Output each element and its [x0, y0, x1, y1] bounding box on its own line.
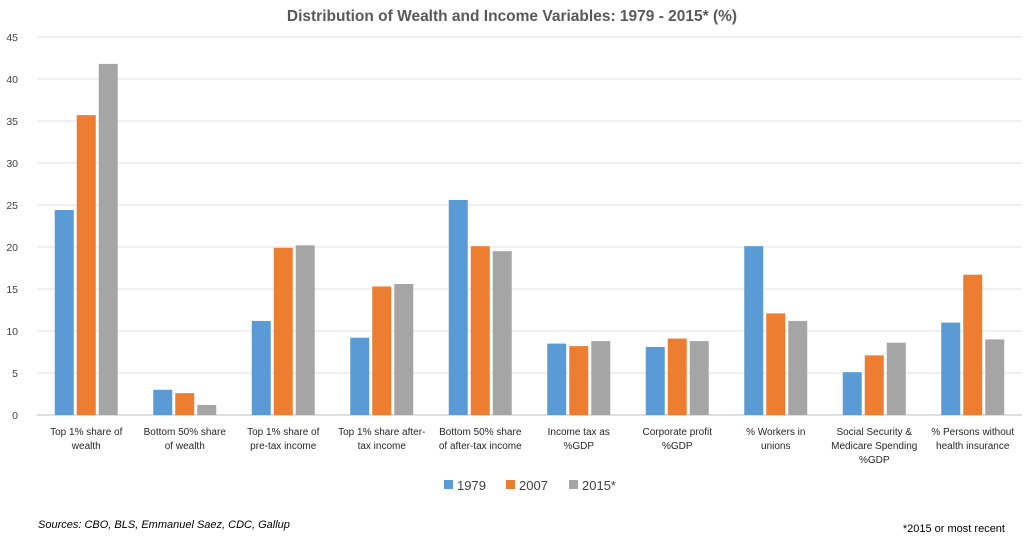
y-tick-label: 20 — [6, 242, 18, 254]
category-label: Top 1% share after-tax income — [338, 427, 425, 452]
y-tick-label: 25 — [6, 200, 18, 212]
y-tick-label: 35 — [6, 116, 18, 128]
category-label-line: Income tax as — [548, 427, 610, 438]
bar-2007-6 — [667, 338, 687, 415]
y-tick-label: 15 — [6, 284, 18, 296]
category-label-line: Medicare Spending — [831, 441, 917, 452]
category-label: % Persons without health insurance — [931, 427, 1014, 452]
footnote: *2015 or most recent — [903, 523, 1005, 535]
bar-1979-9 — [941, 322, 961, 415]
bar-2007-1 — [175, 393, 195, 415]
legend-label: 2007 — [519, 478, 548, 493]
legend-swatch — [506, 480, 515, 489]
category-label: Bottom 50% share of after-tax income — [439, 427, 522, 452]
category-label: Social Security & Medicare Spending %GDP — [831, 427, 917, 466]
bar-2015-8 — [886, 342, 906, 415]
bar-1979-6 — [645, 346, 665, 415]
bar-2015-2 — [295, 245, 315, 415]
bar-2015-7 — [788, 320, 808, 415]
category-label-line: of wealth — [165, 441, 205, 452]
y-tick-label: 0 — [12, 410, 18, 422]
category-label-line: Top 1% share after- — [338, 427, 425, 438]
bar-2015-0 — [98, 63, 118, 415]
category-label: Income tax as %GDP — [548, 427, 610, 452]
category-label-line: Top 1% share of — [50, 427, 122, 438]
sources-note: Sources: CBO, BLS, Emmanuel Saez, CDC, G… — [38, 519, 290, 531]
category-label-line: Corporate profit — [643, 427, 713, 438]
legend-item: 1979 — [444, 478, 486, 493]
bar-2007-3 — [372, 286, 392, 415]
x-axis-labels: Top 1% share of wealth Bottom 50% share of … — [50, 427, 1014, 466]
bar-1979-7 — [744, 246, 764, 415]
category-label: Corporate profit %GDP — [643, 427, 713, 452]
bar-2007-2 — [273, 247, 293, 415]
y-tick-label: 45 — [6, 32, 18, 44]
category-label-line: %GDP — [859, 455, 890, 466]
bar-2007-4 — [470, 246, 490, 415]
category-label-line: pre-tax income — [250, 441, 317, 452]
gridlines — [37, 36, 1022, 416]
category-label-line: Bottom 50% share — [144, 427, 227, 438]
bar-1979-8 — [842, 372, 862, 415]
category-label: Bottom 50% share of wealth — [144, 427, 227, 452]
bar-2015-9 — [985, 339, 1005, 415]
legend-item: 2015* — [569, 478, 616, 493]
category-label-line: Bottom 50% share — [439, 427, 522, 438]
y-tick-label: 5 — [12, 368, 18, 380]
y-tick-label: 10 — [6, 326, 18, 338]
category-label: Top 1% share of wealth — [50, 427, 122, 452]
category-label-line: wealth — [71, 441, 101, 452]
bar-1979-5 — [547, 343, 567, 415]
bar-2007-7 — [766, 313, 786, 415]
category-label-line: tax income — [358, 441, 407, 452]
category-label-line: % Persons without — [931, 427, 1014, 438]
bar-2007-8 — [864, 355, 884, 415]
legend-item: 2007 — [506, 478, 548, 493]
category-label-line: %GDP — [563, 441, 594, 452]
category-label: % Workers in unions — [746, 427, 805, 452]
bars — [54, 63, 1005, 416]
bar-1979-2 — [251, 320, 271, 415]
bar-2015-3 — [394, 283, 414, 415]
category-label-line: Social Security & — [836, 427, 912, 438]
category-label-line: %GDP — [662, 441, 693, 452]
bar-1979-4 — [448, 199, 468, 415]
bar-1979-1 — [153, 389, 173, 415]
category-label-line: Top 1% share of — [247, 427, 319, 438]
bar-1979-0 — [54, 210, 74, 415]
bar-2007-9 — [963, 274, 983, 415]
bar-2015-1 — [197, 404, 217, 415]
y-tick-label: 30 — [6, 158, 18, 170]
category-label-line: health insurance — [936, 441, 1010, 452]
legend-swatch — [569, 480, 578, 489]
category-label-line: unions — [761, 441, 790, 452]
category-label-line: % Workers in — [746, 427, 805, 438]
bar-2007-5 — [569, 346, 589, 415]
bar-1979-3 — [350, 337, 370, 415]
category-label-line: of after-tax income — [439, 441, 522, 452]
legend-swatch — [444, 480, 453, 489]
bar-2015-6 — [689, 341, 709, 415]
category-label: Top 1% share of pre-tax income — [247, 427, 319, 452]
legend: 1979 2007 2015* — [444, 478, 616, 493]
legend-label: 1979 — [457, 478, 486, 493]
bar-2015-4 — [492, 251, 512, 415]
bar-2007-0 — [76, 115, 96, 416]
y-axis-ticks: 0 5 10 15 20 25 30 35 40 45 — [6, 32, 18, 422]
y-tick-label: 40 — [6, 74, 18, 86]
legend-label: 2015* — [582, 478, 616, 493]
bar-2015-5 — [591, 341, 611, 415]
chart-title: Distribution of Wealth and Income Variab… — [287, 8, 737, 25]
